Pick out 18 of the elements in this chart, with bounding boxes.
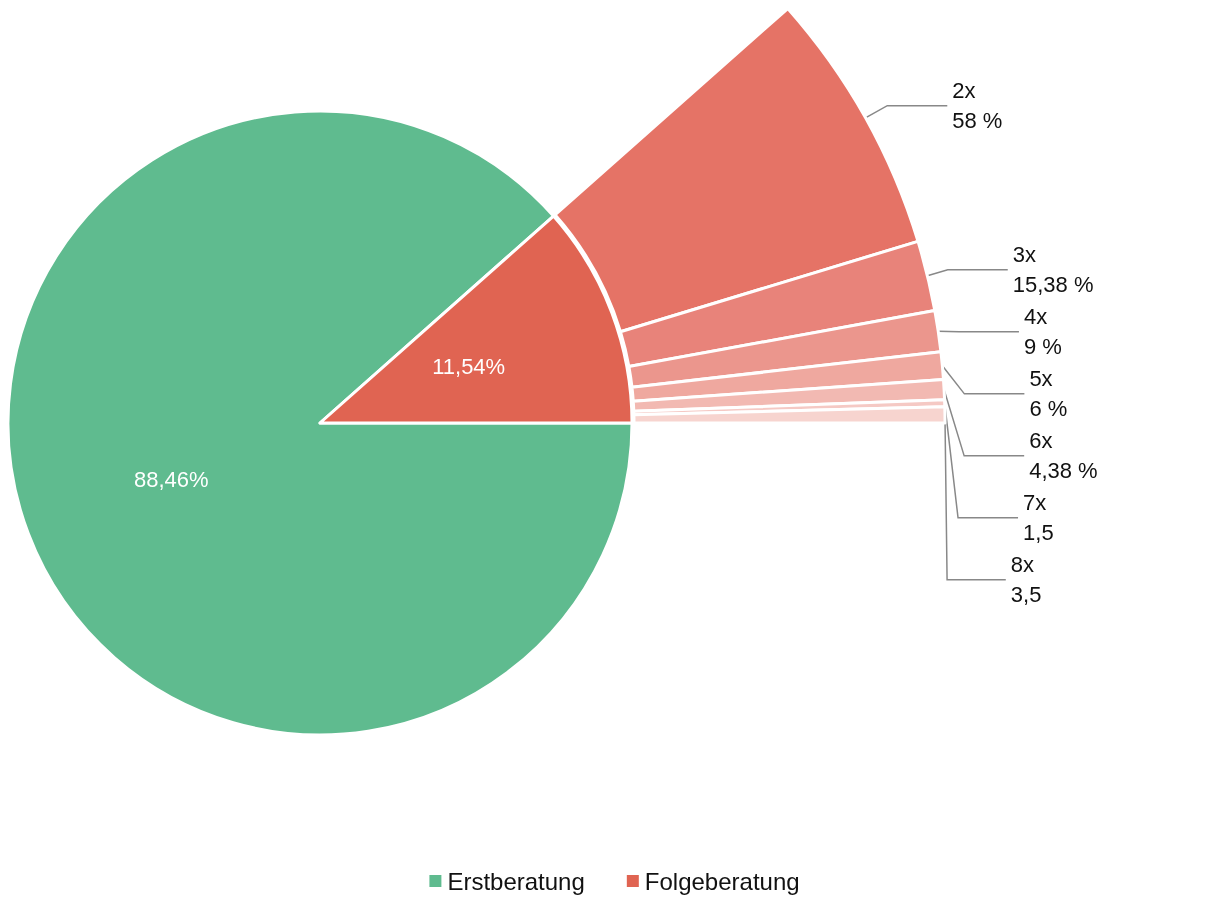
slice-label: 3x: [1012, 242, 1036, 268]
data-label: 11,54%: [432, 354, 506, 380]
data-label: 6 %: [1029, 396, 1068, 422]
data-label: 88,46%: [134, 466, 209, 492]
data-label: 1,5: [1023, 520, 1054, 546]
slice-label: 5x: [1029, 366, 1053, 392]
data-label: 58 %: [952, 108, 1003, 134]
slice-label: 8x: [1010, 552, 1035, 578]
slice-label: 6x: [1029, 428, 1053, 454]
legend-label: Folgeberatung: [644, 867, 800, 895]
data-label: 4,38 %: [1029, 458, 1098, 484]
slice-label: 2x: [952, 78, 976, 104]
legend-label: Erstberatung: [447, 867, 585, 895]
data-label: 3,5: [1010, 582, 1042, 608]
slice-label: 7x: [1023, 490, 1047, 516]
data-label: 15,38 %: [1012, 272, 1094, 298]
data-label: 9 %: [1023, 334, 1062, 360]
slice-label: 4x: [1023, 304, 1048, 330]
